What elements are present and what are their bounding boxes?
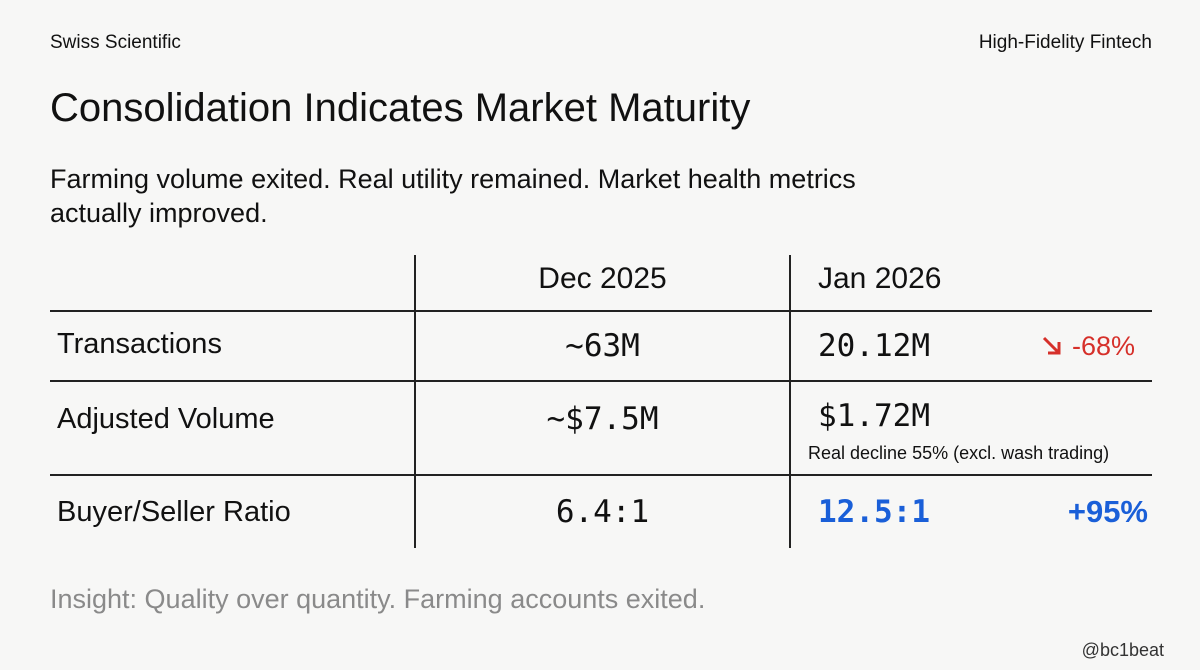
dec-value: ~63M xyxy=(565,328,640,364)
dec-value: 6.4:1 xyxy=(555,494,650,530)
row-divider xyxy=(50,474,1152,476)
row-divider xyxy=(50,310,1152,312)
insight: Insight: Quality over quantity. Farming … xyxy=(50,584,706,614)
column-header: Jan 2026 xyxy=(818,262,942,295)
column-divider xyxy=(414,255,416,548)
column-divider xyxy=(789,255,791,548)
jan-value: 20.12M xyxy=(818,328,930,364)
header-right: High-Fidelity Fintech xyxy=(978,32,1152,53)
subtitle: Farming volume exited. Real utility rema… xyxy=(50,164,856,228)
title: Consolidation Indicates Market Maturity xyxy=(50,86,751,130)
row-divider xyxy=(50,380,1152,382)
dec-value: ~$7.5M xyxy=(546,401,659,437)
row-label: Adjusted Volume xyxy=(57,403,275,435)
down-arrow-icon xyxy=(1042,336,1061,355)
jan-value: $1.72M xyxy=(818,398,930,434)
header-left: Swiss Scientific xyxy=(50,32,181,53)
row-label: Buyer/Seller Ratio xyxy=(57,496,291,528)
jan-value: 12.5:1 xyxy=(818,494,930,530)
watermark: @bc1beat xyxy=(1081,640,1164,660)
note: Real decline 55% (excl. wash trading) xyxy=(808,443,1110,463)
row-label: Transactions xyxy=(57,328,222,360)
change: +95% xyxy=(1067,494,1148,529)
column-header: Dec 2025 xyxy=(538,262,667,295)
change: -68% xyxy=(1072,331,1136,361)
